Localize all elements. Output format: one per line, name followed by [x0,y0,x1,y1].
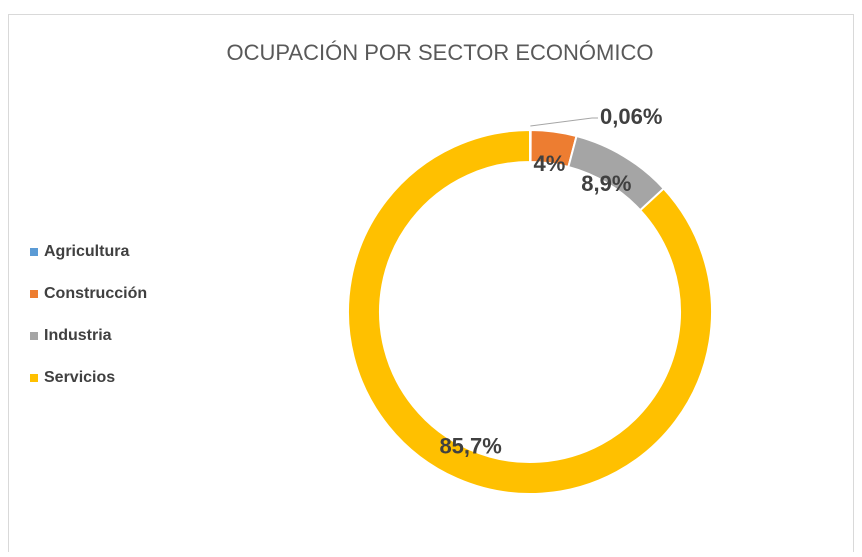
data-label: 4% [533,151,565,176]
leader-line [530,117,598,127]
data-label: 85,7% [439,433,501,458]
legend-swatch [30,332,38,340]
data-label: 0,06% [600,104,662,129]
legend-label: Construcción [44,285,147,302]
legend-swatch [30,248,38,256]
slice [347,128,713,495]
chart-title: OCUPACIÓN POR SECTOR ECONÓMICO [226,40,653,65]
legend-label: Agricultura [44,243,129,260]
data-label: 8,9% [581,171,631,196]
chart-frame [8,14,854,557]
legend-label: Servicios [44,369,115,386]
legend-label: Industria [44,327,112,344]
legend-swatch [30,374,38,382]
legend-swatch [30,290,38,298]
